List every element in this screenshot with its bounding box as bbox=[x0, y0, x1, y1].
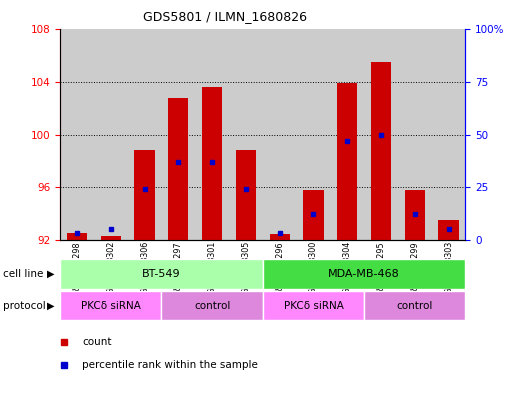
Text: MDA-MB-468: MDA-MB-468 bbox=[328, 269, 400, 279]
Bar bbox=[405, 190, 425, 240]
Bar bbox=[128, 29, 162, 240]
Bar bbox=[229, 29, 263, 240]
Bar bbox=[398, 29, 431, 240]
Text: ▶: ▶ bbox=[47, 269, 54, 279]
Bar bbox=[168, 98, 188, 240]
Text: PKCδ siRNA: PKCδ siRNA bbox=[283, 301, 344, 310]
Text: GDS5801 / ILMN_1680826: GDS5801 / ILMN_1680826 bbox=[143, 10, 307, 23]
Bar bbox=[371, 62, 391, 240]
Bar bbox=[195, 29, 229, 240]
Text: PKCδ siRNA: PKCδ siRNA bbox=[81, 301, 141, 310]
Bar bbox=[60, 259, 263, 289]
Bar bbox=[236, 151, 256, 240]
Text: control: control bbox=[396, 301, 433, 310]
Bar bbox=[438, 220, 459, 240]
Bar bbox=[364, 29, 398, 240]
Text: BT-549: BT-549 bbox=[142, 269, 181, 279]
Bar bbox=[162, 29, 195, 240]
Bar bbox=[67, 233, 87, 240]
Bar bbox=[100, 236, 121, 240]
Text: protocol: protocol bbox=[3, 301, 46, 310]
Bar bbox=[162, 291, 263, 320]
Text: percentile rank within the sample: percentile rank within the sample bbox=[83, 360, 258, 371]
Bar bbox=[431, 29, 465, 240]
Text: count: count bbox=[83, 337, 112, 347]
Bar bbox=[331, 29, 364, 240]
Bar bbox=[297, 29, 331, 240]
Bar bbox=[60, 29, 94, 240]
Bar bbox=[303, 190, 324, 240]
Bar bbox=[134, 151, 155, 240]
Bar bbox=[263, 291, 364, 320]
Bar bbox=[337, 83, 357, 240]
Bar bbox=[202, 87, 222, 240]
Bar bbox=[94, 29, 128, 240]
Text: cell line: cell line bbox=[3, 269, 43, 279]
Bar bbox=[269, 235, 290, 240]
Bar bbox=[263, 29, 297, 240]
Text: ▶: ▶ bbox=[47, 301, 54, 310]
Bar bbox=[263, 259, 465, 289]
Text: control: control bbox=[194, 301, 230, 310]
Bar bbox=[60, 291, 162, 320]
Bar bbox=[364, 291, 465, 320]
